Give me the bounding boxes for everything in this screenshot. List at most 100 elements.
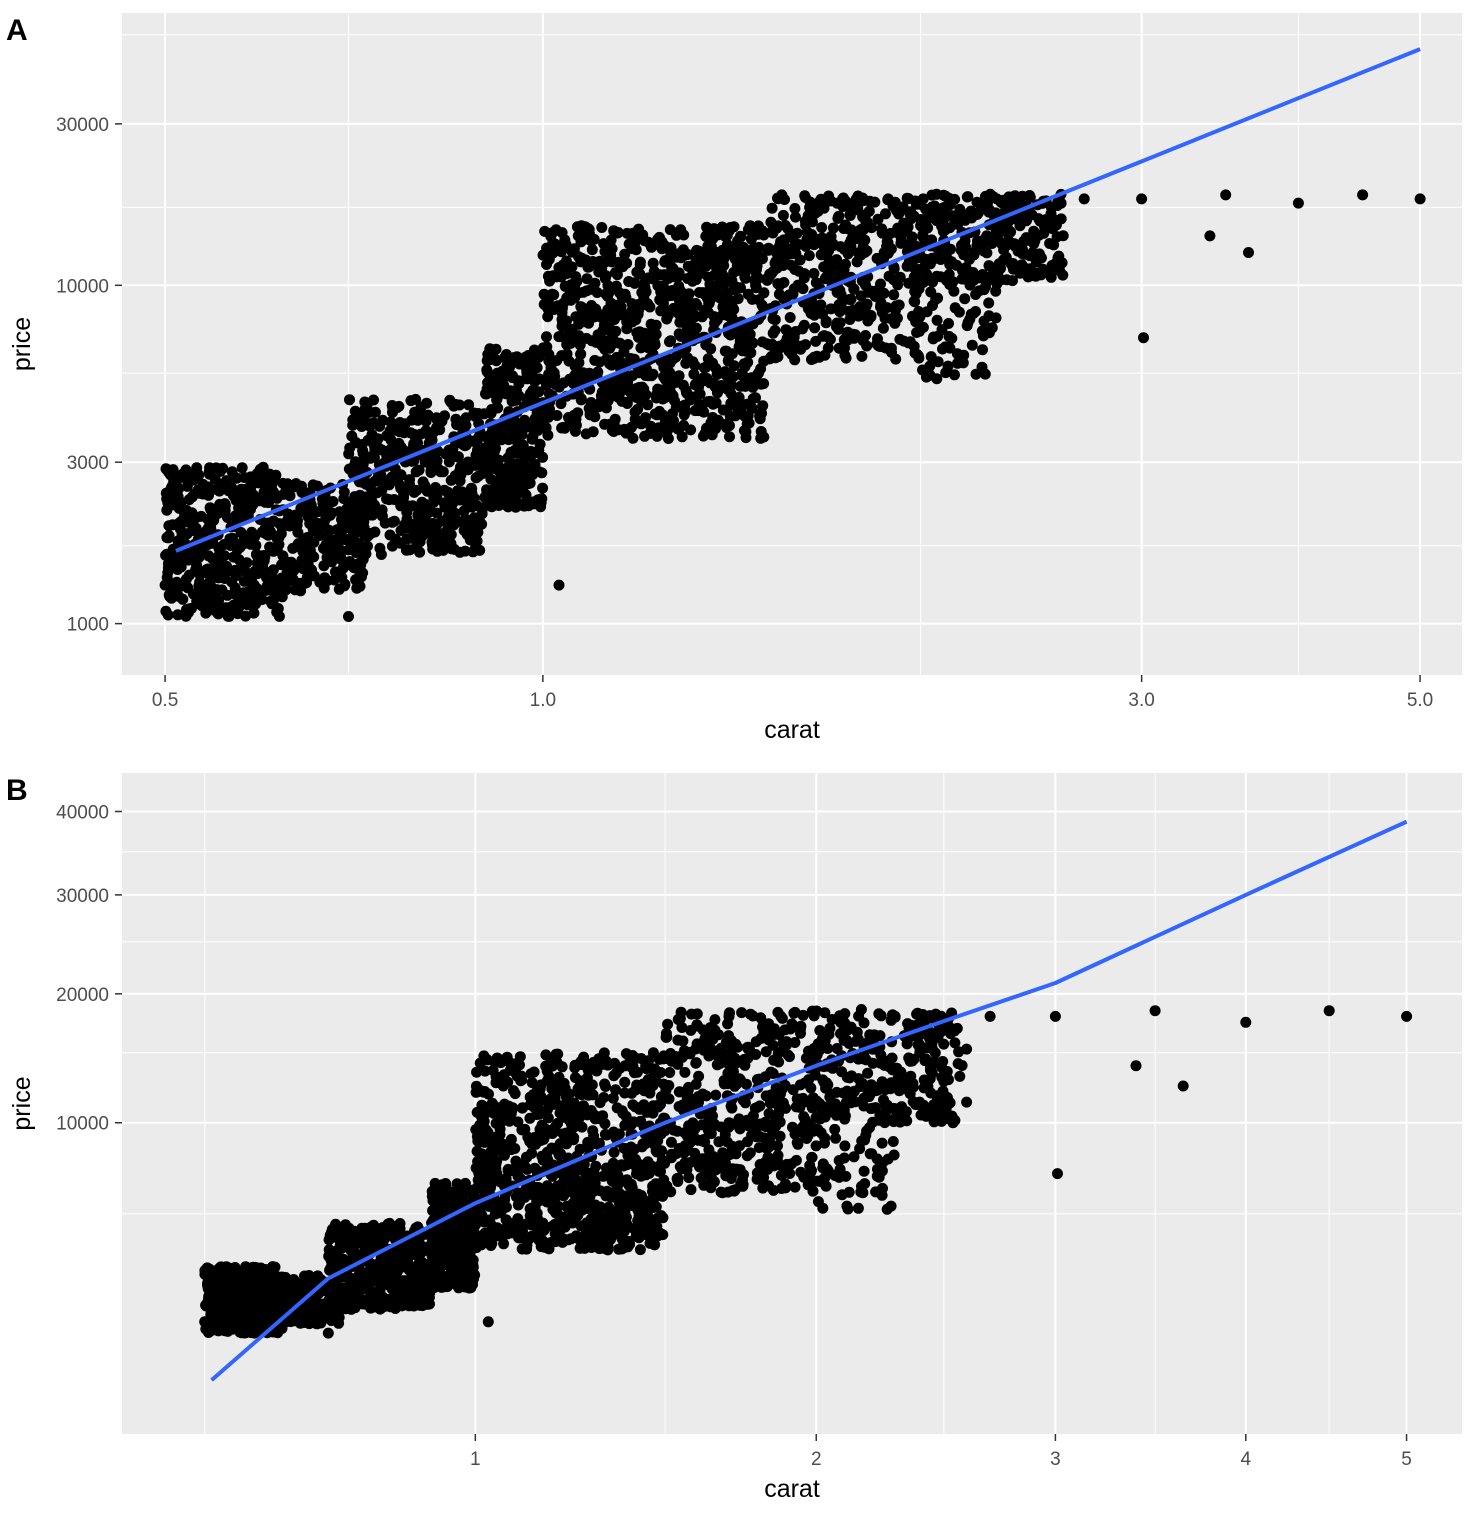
- data-point: [827, 239, 839, 251]
- data-point: [698, 253, 710, 265]
- data-point: [294, 559, 306, 571]
- data-point: [850, 193, 862, 205]
- data-point: [497, 431, 509, 443]
- data-point: [970, 368, 982, 380]
- data-point: [537, 451, 549, 463]
- data-point: [467, 1259, 479, 1270]
- data-point: [186, 491, 198, 503]
- data-point: [772, 192, 783, 204]
- data-point: [280, 482, 292, 494]
- data-point: [203, 1321, 215, 1333]
- data-point: [419, 480, 431, 492]
- data-point: [996, 238, 1008, 250]
- data-point: [1000, 251, 1012, 263]
- data-point: [445, 1260, 457, 1272]
- data-point: [547, 227, 559, 238]
- data-point: [260, 528, 272, 540]
- data-point: [587, 426, 599, 438]
- data-point: [484, 353, 496, 365]
- data-point: [201, 588, 212, 600]
- data-point: [550, 379, 562, 391]
- data-point: [654, 269, 666, 281]
- data-point: [197, 580, 209, 592]
- data-point: [816, 222, 828, 233]
- data-point: [173, 483, 185, 495]
- x-axis-title: carat: [764, 716, 820, 744]
- data-point: [222, 512, 233, 523]
- data-point: [702, 271, 714, 283]
- data-point: [633, 417, 645, 429]
- data-point: [598, 1092, 610, 1103]
- data-point: [573, 357, 585, 369]
- data-point: [160, 605, 172, 617]
- data-point: [301, 1280, 313, 1292]
- data-point: [443, 541, 455, 552]
- data-point: [856, 308, 868, 320]
- data-point: [416, 1256, 428, 1268]
- data-point: [742, 288, 754, 300]
- data-point: [412, 509, 424, 521]
- data-point: [634, 268, 646, 280]
- data-point: [564, 416, 576, 428]
- data-point: [1138, 332, 1149, 344]
- data-point: [742, 224, 754, 235]
- data-point: [670, 229, 682, 241]
- data-point: [477, 502, 489, 514]
- data-point: [363, 451, 375, 463]
- data-point: [925, 351, 937, 363]
- data-point: [379, 1278, 391, 1290]
- data-point: [410, 438, 422, 450]
- data-point: [673, 423, 685, 435]
- data-point: [983, 297, 995, 309]
- data-point: [822, 331, 834, 343]
- data-point: [338, 533, 350, 545]
- data-point: [469, 1269, 481, 1281]
- data-point: [832, 212, 844, 224]
- data-point: [212, 507, 224, 519]
- data-point: [512, 375, 524, 387]
- data-point: [365, 528, 376, 539]
- data-point: [411, 540, 423, 552]
- data-point: [350, 1297, 362, 1309]
- data-point: [605, 249, 617, 261]
- data-point: [279, 559, 291, 571]
- data-point: [248, 607, 260, 619]
- data-point: [586, 300, 597, 311]
- data-point: [367, 417, 379, 429]
- data-point: [895, 233, 907, 245]
- data-point: [1220, 189, 1232, 201]
- data-point: [162, 532, 174, 544]
- data-point: [903, 277, 915, 289]
- data-point: [629, 277, 641, 289]
- data-point: [436, 415, 448, 427]
- data-point: [406, 1263, 418, 1275]
- data-point: [690, 298, 702, 309]
- data-point: [882, 237, 894, 249]
- data-point: [552, 300, 564, 312]
- data-point: [756, 225, 768, 237]
- data-point: [187, 588, 199, 600]
- data-point: [299, 1313, 311, 1325]
- data-point: [689, 360, 701, 372]
- data-point: [890, 300, 902, 312]
- data-point: [966, 273, 978, 285]
- data-point: [788, 283, 800, 295]
- data-point: [686, 306, 697, 318]
- data-point: [931, 314, 943, 326]
- data-point: [1177, 1080, 1189, 1092]
- data-point: [611, 351, 623, 363]
- data-point: [413, 464, 425, 476]
- data-point: [569, 425, 581, 437]
- data-point: [369, 1264, 381, 1276]
- data-point: [738, 425, 750, 437]
- data-point: [172, 564, 184, 575]
- data-point: [291, 577, 303, 589]
- data-point: [245, 503, 256, 515]
- data-point: [973, 285, 985, 297]
- data-point: [538, 288, 550, 300]
- data-point: [572, 407, 584, 419]
- data-point: [1055, 213, 1067, 225]
- data-point: [510, 394, 522, 406]
- data-point: [561, 321, 573, 333]
- data-point: [789, 203, 801, 214]
